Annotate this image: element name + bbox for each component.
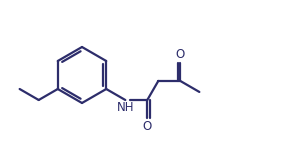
Text: O: O <box>176 48 185 61</box>
Text: O: O <box>143 120 152 133</box>
Text: NH: NH <box>116 101 134 114</box>
